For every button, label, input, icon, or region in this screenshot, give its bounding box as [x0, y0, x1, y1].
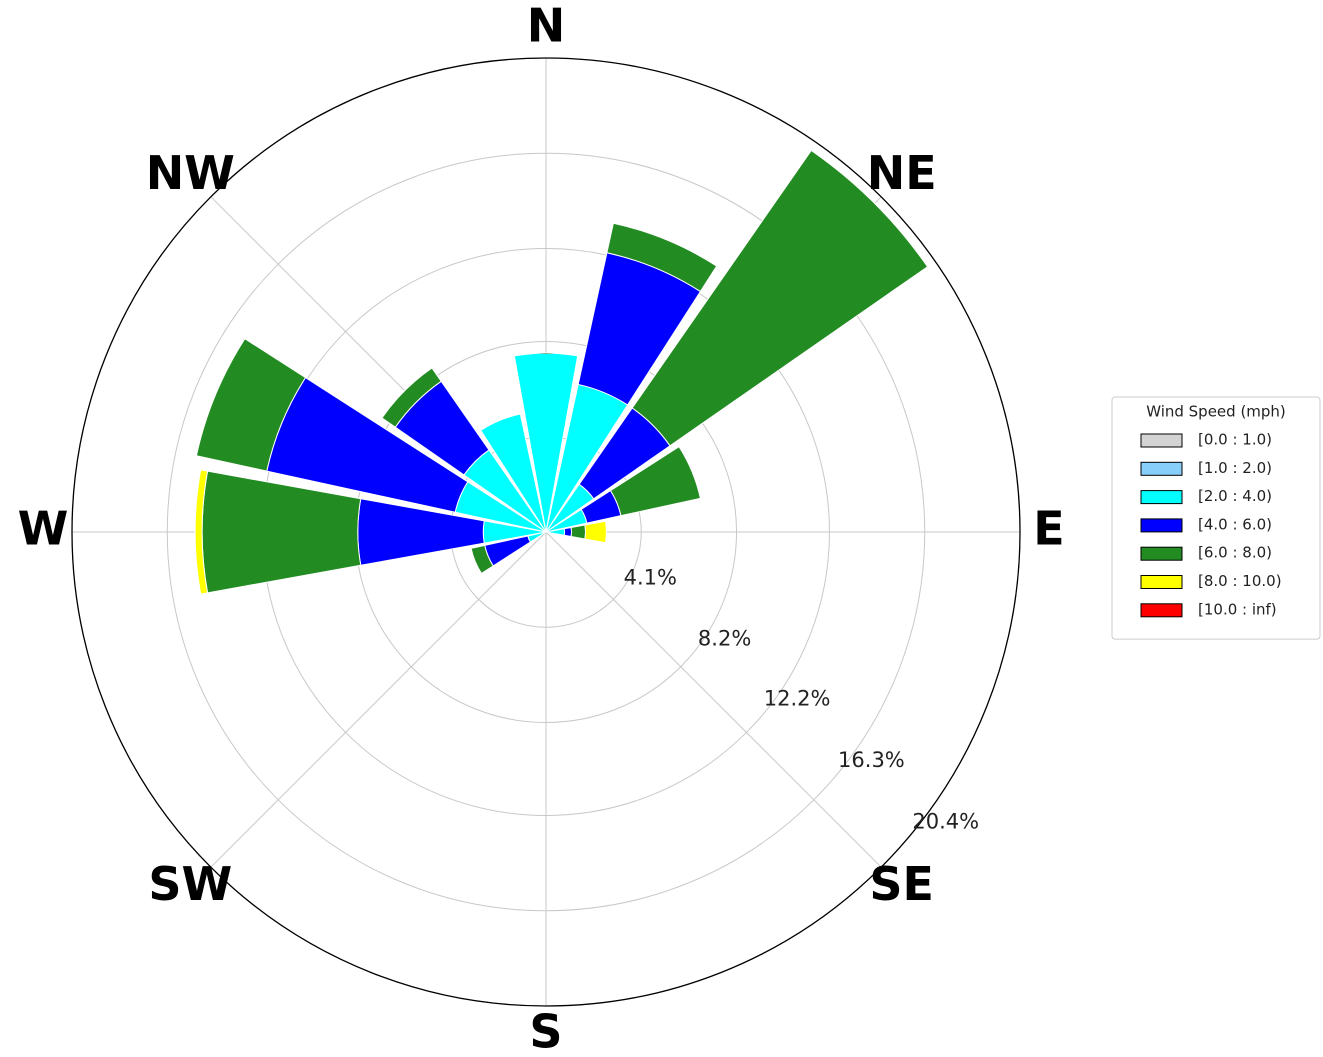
- radial-tick-label: 20.4%: [912, 809, 979, 833]
- axis-boundary: [71, 57, 1021, 1007]
- wedge: [606, 222, 718, 293]
- wedge: [570, 524, 586, 540]
- direction-label: SW: [148, 857, 232, 911]
- legend-label: [2.0 : 4.0): [1198, 487, 1272, 505]
- wedge: [584, 520, 607, 544]
- direction-label: NW: [146, 146, 235, 200]
- legend-swatch: [1140, 575, 1183, 589]
- direction-label: E: [1033, 502, 1064, 556]
- radial-tick-label: 8.2%: [698, 627, 751, 651]
- direction-label: NE: [867, 146, 937, 200]
- legend-label: [6.0 : 8.0): [1198, 544, 1272, 562]
- wedge: [195, 338, 307, 472]
- legend-swatch: [1140, 518, 1183, 533]
- wedge: [480, 413, 547, 533]
- grid-circle: [166, 152, 926, 912]
- wedge: [563, 526, 573, 538]
- legend-label: [0.0 : 1.0): [1198, 431, 1272, 449]
- wedge: [381, 367, 442, 428]
- legend-label: [8.0 : 10.0): [1198, 572, 1282, 590]
- radial-tick-label: 4.1%: [624, 565, 677, 589]
- radial-grid-line: [210, 531, 547, 868]
- legend-swatch: [1140, 603, 1183, 618]
- wedge: [513, 352, 579, 533]
- direction-label: S: [529, 1005, 562, 1054]
- radial-grid-line: [545, 531, 882, 868]
- direction-label: W: [18, 502, 69, 556]
- legend-swatch: [1140, 433, 1183, 448]
- radial-tick-label: 12.2%: [764, 687, 831, 711]
- legend-label: [4.0 : 6.0): [1198, 515, 1272, 533]
- legend-swatch: [1140, 490, 1183, 505]
- legend-label: [1.0 : 2.0): [1198, 459, 1272, 477]
- wedge: [470, 544, 494, 575]
- radial-tick-label: 16.3%: [838, 748, 905, 772]
- legend-swatch: [1140, 546, 1183, 561]
- legend-swatch: [1140, 461, 1183, 476]
- wedge: [201, 470, 362, 594]
- legend-label: [10.0 : inf): [1198, 600, 1277, 618]
- direction-label: SE: [869, 857, 934, 911]
- legend-title: Wind Speed (mph): [1146, 403, 1286, 421]
- direction-label: N: [527, 0, 566, 53]
- wedge: [194, 469, 209, 595]
